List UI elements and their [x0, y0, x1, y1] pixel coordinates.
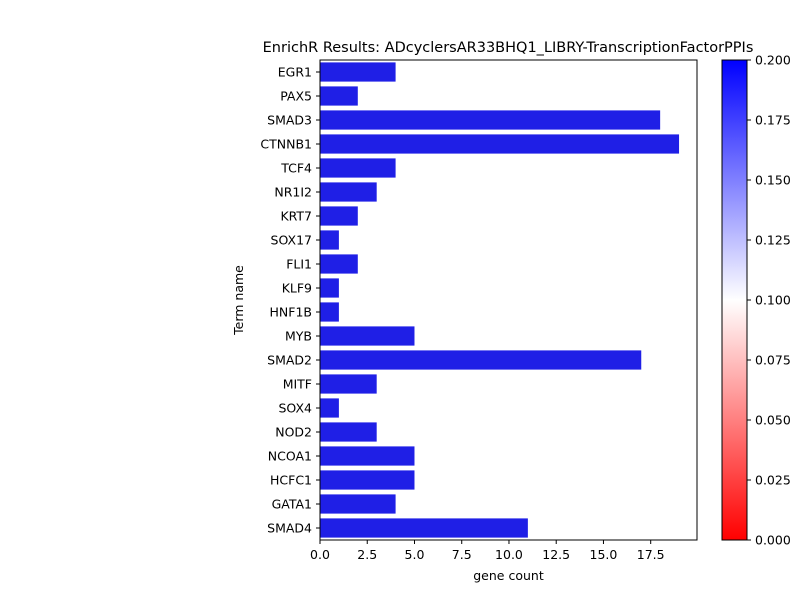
- y-tick-label: CTNNB1: [260, 137, 312, 152]
- bars-group: [320, 62, 680, 538]
- colorbar-tick-label: 0.100: [755, 293, 791, 308]
- bar-mitf: [320, 374, 377, 394]
- bar-smad4: [320, 518, 528, 538]
- bar-egr1: [320, 62, 396, 82]
- y-tick-label: FLI1: [286, 257, 312, 272]
- bar-tcf4: [320, 158, 396, 178]
- colorbar-tick-label: 0.200: [755, 53, 791, 68]
- y-tick-label: HNF1B: [270, 305, 312, 320]
- bar-smad3: [320, 110, 661, 130]
- x-tick-label: 5.0: [405, 547, 425, 562]
- bar-fli1: [320, 254, 358, 274]
- y-tick-label: PAX5: [280, 89, 312, 104]
- colorbar-tick-label: 0.125: [755, 233, 791, 248]
- colorbar-tick-label: 0.075: [755, 353, 791, 368]
- x-tick-label: 10.0: [495, 547, 523, 562]
- y-tick-label: GATA1: [272, 497, 312, 512]
- y-tick-label: SOX4: [279, 401, 313, 416]
- bar-ctnnb1: [320, 134, 680, 154]
- x-tick-label: 2.5: [357, 547, 377, 562]
- bar-hnf1b: [320, 302, 339, 322]
- bar-gata1: [320, 494, 396, 514]
- x-tick-label: 12.5: [542, 547, 570, 562]
- y-tick-label: SMAD4: [267, 521, 312, 536]
- plot-frame: [319, 59, 698, 541]
- bar-nr1i2: [320, 182, 377, 202]
- bar-krt7: [320, 206, 358, 226]
- bar-hcfc1: [320, 470, 415, 490]
- x-tick-label: 7.5: [452, 547, 472, 562]
- colorbar-ticks: 0.000 0.025 0.050 0.075 0.100 0.125 0.150 0.175…: [747, 53, 791, 548]
- colorbar-tick-label: 0.000: [755, 533, 791, 548]
- x-tick-label: 15.0: [590, 547, 618, 562]
- bar-smad2: [320, 350, 642, 370]
- bar-ncoa1: [320, 446, 415, 466]
- y-tick-label: KLF9: [282, 281, 312, 296]
- y-tick-label: HCFC1: [270, 473, 312, 488]
- bar-klf9: [320, 278, 339, 298]
- y-tick-label: EGR1: [278, 65, 312, 80]
- y-axis-label: Term name: [231, 265, 246, 336]
- chart-title: EnrichR Results: ADcyclersAR33BHQ1_LIBRY…: [263, 40, 754, 56]
- y-tick-label: NCOA1: [268, 449, 312, 464]
- bar-sox4: [320, 398, 339, 418]
- y-tick-label: TCF4: [280, 161, 312, 176]
- x-tick-label: 17.5: [637, 547, 665, 562]
- y-tick-label: NR1I2: [274, 185, 312, 200]
- y-tick-label: SMAD3: [267, 113, 312, 128]
- bar-myb: [320, 326, 415, 346]
- colorbar-tick-label: 0.050: [755, 413, 791, 428]
- y-tick-label: SMAD2: [267, 353, 312, 368]
- x-axis: 0.0 2.5 5.0 7.5 10.0 12.5 15.0 17.5: [310, 540, 665, 562]
- colorbar-tick-label: 0.175: [755, 113, 791, 128]
- x-tick-label: 0.0: [310, 547, 330, 562]
- y-tick-label: NOD2: [275, 425, 312, 440]
- y-tick-label: MYB: [285, 329, 312, 344]
- colorbar-tick-label: 0.025: [755, 473, 791, 488]
- y-tick-label: KRT7: [280, 209, 312, 224]
- x-axis-label: gene count: [473, 568, 544, 583]
- colorbar-gradient: [721, 59, 748, 541]
- bar-nod2: [320, 422, 377, 442]
- y-tick-label: MITF: [283, 377, 312, 392]
- y-tick-label: SOX17: [271, 233, 312, 248]
- y-axis: EGR1 PAX5 SMAD3 CTNNB1 TCF4 NR1I2 KRT7 SOX17 FLI…: [260, 65, 320, 536]
- bar-pax5: [320, 86, 358, 106]
- bar-sox17: [320, 230, 339, 250]
- colorbar: 0.000 0.025 0.050 0.075 0.100 0.125 0.150 0.175…: [721, 53, 791, 548]
- colorbar-tick-label: 0.150: [755, 173, 791, 188]
